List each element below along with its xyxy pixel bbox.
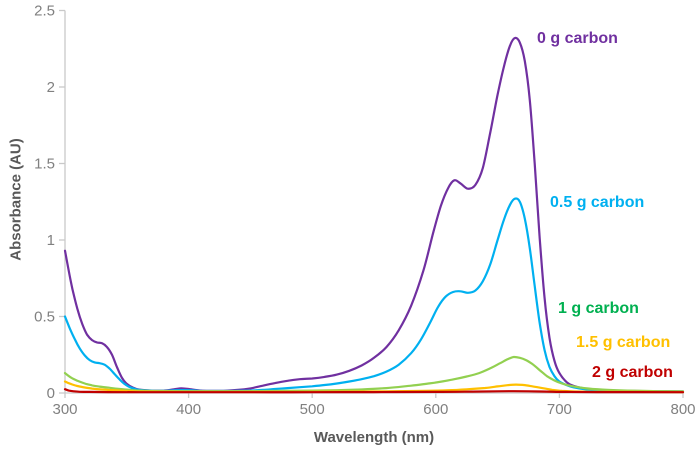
curve-2-g-carbon <box>63 388 685 394</box>
y-tick-label: 0.5 <box>34 309 55 326</box>
y-tick-label: 2 <box>47 79 55 96</box>
x-tick-label: 800 <box>670 401 695 418</box>
curve-0-g-carbon <box>63 36 685 393</box>
x-tick-label: 500 <box>300 401 325 418</box>
y-tick-label: 0 <box>47 385 55 402</box>
y-tick-label: 2.5 <box>34 3 55 20</box>
y-axis-title: Absorbance (AU) <box>7 138 25 261</box>
y-tick-label: 1 <box>47 232 55 249</box>
x-tick-label: 400 <box>176 401 201 418</box>
series-label-2g-carbon: 2 g carbon <box>592 364 673 381</box>
curve-1-5-g-carbon <box>63 380 685 394</box>
series-label-0g-carbon: 0 g carbon <box>537 30 618 47</box>
x-tick-label: 600 <box>423 401 448 418</box>
x-tick-label: 700 <box>547 401 572 418</box>
curve-1-g-carbon <box>63 355 685 393</box>
curve-0-5-g-carbon <box>63 197 685 393</box>
x-axis-title: Wavelength (nm) <box>313 429 435 446</box>
series-label-0-5g-carbon: 0.5 g carbon <box>550 194 645 211</box>
series-label-1-5g-carbon: 1.5 g carbon <box>576 334 671 351</box>
x-tick-label: 300 <box>52 401 77 418</box>
y-tick-label: 1.5 <box>34 156 55 173</box>
series-label-1g-carbon: 1 g carbon <box>558 300 639 317</box>
